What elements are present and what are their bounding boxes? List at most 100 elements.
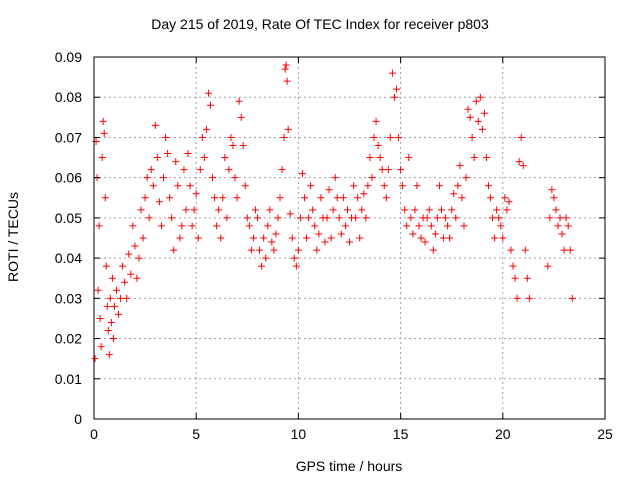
data-point	[327, 234, 335, 242]
data-point	[219, 194, 227, 202]
data-point	[466, 113, 474, 121]
data-point	[474, 117, 482, 125]
data-point	[149, 182, 157, 190]
data-point	[317, 194, 325, 202]
data-point	[489, 214, 497, 222]
data-point	[566, 246, 574, 254]
data-point	[323, 214, 331, 222]
data-point	[360, 190, 368, 198]
data-point	[454, 182, 462, 190]
data-point	[241, 182, 249, 190]
data-point	[141, 194, 149, 202]
x-tick-label: 15	[393, 426, 409, 442]
data-point	[307, 182, 315, 190]
data-point	[341, 222, 349, 230]
data-point	[127, 270, 135, 278]
data-point	[333, 194, 341, 202]
data-point	[335, 214, 343, 222]
data-point	[276, 194, 284, 202]
data-point	[460, 222, 468, 230]
data-point	[180, 166, 188, 174]
data-point	[380, 182, 388, 190]
data-point	[190, 206, 198, 214]
data-point	[129, 222, 137, 230]
data-point	[548, 186, 556, 194]
data-point	[145, 214, 153, 222]
data-point	[433, 214, 441, 222]
data-point	[444, 222, 452, 230]
data-point	[174, 182, 182, 190]
y-tick-label: 0.08	[55, 89, 82, 105]
data-point	[105, 351, 113, 359]
data-point	[423, 214, 431, 222]
data-point	[301, 194, 309, 202]
y-tick-label: 0.05	[55, 210, 82, 226]
data-point	[448, 206, 456, 214]
data-point	[256, 246, 264, 254]
data-point	[435, 182, 443, 190]
data-point	[247, 246, 255, 254]
data-point	[464, 105, 472, 113]
x-tick-label: 5	[192, 426, 200, 442]
data-point	[437, 206, 445, 214]
data-point	[376, 154, 384, 162]
data-point	[382, 194, 390, 202]
data-point	[364, 182, 372, 190]
data-point	[284, 125, 292, 133]
data-point	[91, 355, 99, 363]
data-point	[546, 214, 554, 222]
data-point	[523, 274, 531, 282]
data-point	[303, 234, 311, 242]
y-tick-label: 0.06	[55, 170, 82, 186]
data-point	[442, 214, 450, 222]
data-point	[409, 230, 417, 238]
data-point	[568, 294, 576, 302]
data-point	[286, 210, 294, 218]
data-point	[339, 194, 347, 202]
chart-title: Day 215 of 2019, Rate Of TEC Index for r…	[151, 16, 489, 32]
data-point	[100, 129, 108, 137]
data-point	[411, 206, 419, 214]
data-point	[507, 246, 515, 254]
data-point	[153, 154, 161, 162]
data-point	[135, 254, 143, 262]
data-point	[407, 214, 415, 222]
data-point	[386, 133, 394, 141]
data-point	[505, 198, 513, 206]
grid-lines	[94, 57, 605, 419]
axis-ticks: 0 5 10 15 20 25 0 0.01 0.02 0.03 0.04 0.05 0.06 0.07 0…	[55, 49, 613, 442]
data-point	[480, 109, 488, 117]
data-point	[106, 294, 114, 302]
data-point	[350, 182, 358, 190]
data-point	[235, 97, 243, 105]
data-point	[495, 214, 503, 222]
data-point	[94, 286, 102, 294]
data-point	[172, 158, 180, 166]
data-point	[101, 194, 109, 202]
data-point	[95, 222, 103, 230]
data-point	[358, 206, 366, 214]
data-point	[315, 230, 323, 238]
data-point	[321, 238, 329, 246]
y-tick-label: 0.07	[55, 129, 82, 145]
data-point	[176, 234, 184, 242]
data-point	[102, 262, 110, 270]
data-point	[329, 206, 337, 214]
y-tick-label: 0.04	[55, 250, 82, 266]
data-point	[431, 230, 439, 238]
data-point	[192, 190, 200, 198]
data-point	[384, 166, 392, 174]
data-point	[476, 93, 484, 101]
data-point	[484, 182, 492, 190]
data-point	[249, 234, 257, 242]
data-point	[313, 246, 321, 254]
data-point	[123, 294, 131, 302]
data-point	[372, 117, 380, 125]
data-point	[272, 230, 280, 238]
data-point	[356, 234, 364, 242]
data-point	[264, 222, 272, 230]
x-axis-label: GPS time / hours	[296, 458, 403, 474]
data-point	[266, 206, 274, 214]
data-point	[170, 246, 178, 254]
data-point	[554, 222, 562, 230]
